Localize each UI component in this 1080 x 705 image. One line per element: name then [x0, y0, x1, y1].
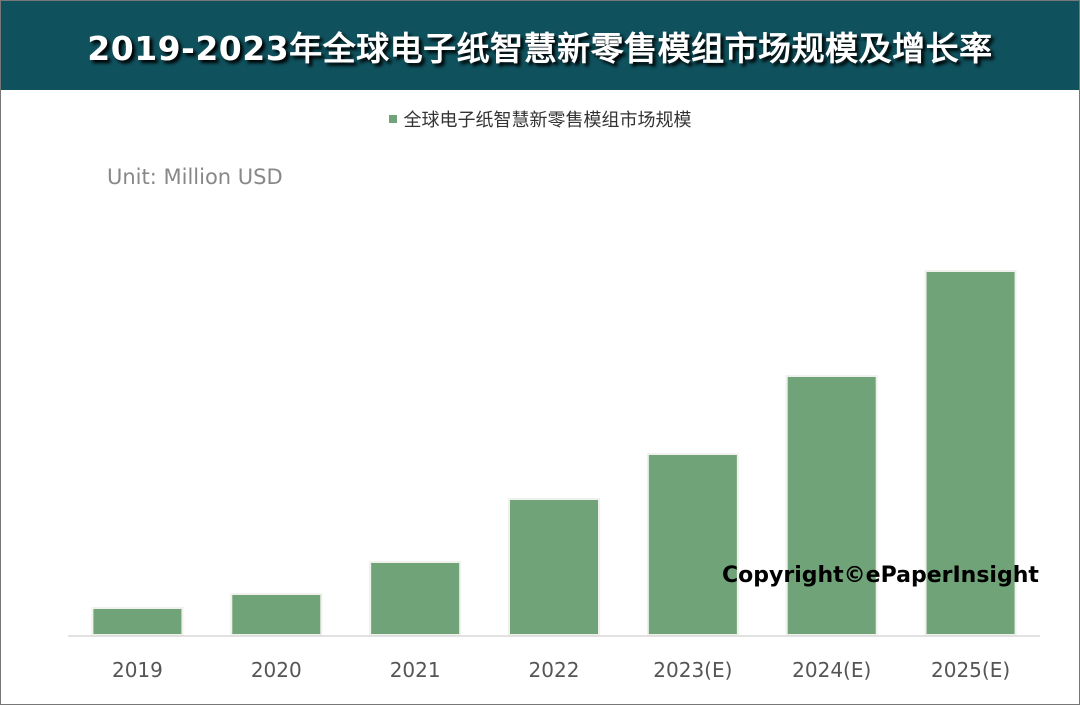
legend-swatch	[388, 115, 397, 123]
bar-2020	[230, 593, 323, 636]
bar-2024(E)	[785, 375, 878, 636]
bar-2022	[508, 498, 600, 636]
x-tick-label: 2022	[529, 658, 580, 682]
chart-title: 2019-2023年全球电子纸智慧新零售模组市场规模及增长率	[87, 28, 993, 68]
title-banner: 2019-2023年全球电子纸智慧新零售模组市场规模及增长率	[1, 1, 1079, 90]
x-tick-label: 2019	[112, 658, 163, 682]
x-tick-label: 2021	[390, 658, 441, 682]
bar-2023(E)	[646, 453, 739, 636]
bar-2019	[91, 607, 184, 636]
x-tick-label: 2023(E)	[653, 658, 732, 682]
unit-label: Unit: Million USD	[107, 165, 283, 189]
bar-2025(E)	[924, 270, 1017, 636]
bar-2021	[369, 561, 462, 636]
legend-label: 全球电子纸智慧新零售模组市场规模	[403, 110, 692, 131]
legend: 全球电子纸智慧新零售模组市场规模	[0, 106, 1080, 132]
x-tick-label: 2020	[251, 658, 302, 682]
x-tick-label: 2025(E)	[931, 658, 1010, 682]
copyright-watermark: Copyright©ePaperInsight	[722, 563, 1039, 588]
x-tick-label: 2024(E)	[792, 658, 871, 682]
